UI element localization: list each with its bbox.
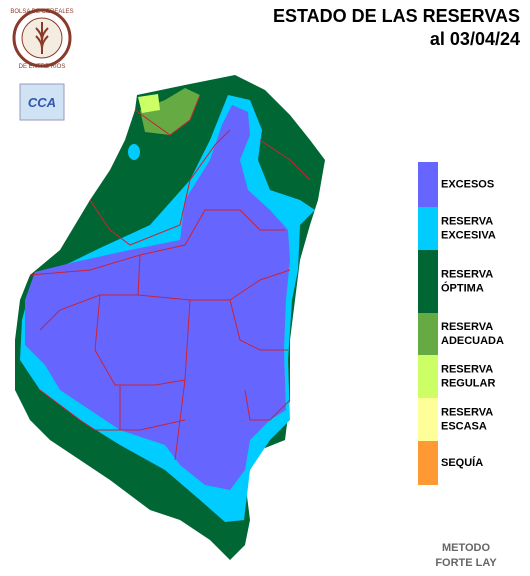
legend-label: RESERVA (441, 406, 493, 418)
badge-text: CCA (28, 95, 56, 110)
legend-label: REGULAR (441, 377, 495, 389)
legend-swatch (418, 398, 438, 441)
legend-label: EXCESOS (441, 178, 494, 190)
legend-label: RESERVA (441, 321, 493, 333)
legend: EXCESOSRESERVAEXCESIVARESERVAÓPTIMARESER… (418, 162, 504, 485)
logo-bottom: DE ENTRE RIOS (19, 64, 66, 70)
footer-line2: FORTE LAY (435, 557, 497, 569)
logo-top: BOLSA DE CEREALES (10, 9, 73, 15)
badge: CCA (19, 83, 65, 121)
legend-label: ADECUADA (441, 335, 504, 347)
legend-label: RESERVA (441, 363, 493, 375)
legend-label: RESERVA (441, 215, 493, 227)
legend-swatch (418, 250, 438, 313)
legend-label: ESCASA (441, 420, 487, 432)
legend-swatch (418, 162, 438, 207)
footer-line1: METODO (442, 542, 491, 554)
legend-label: EXCESIVA (441, 229, 496, 241)
legend-label: SEQUÍA (441, 456, 483, 469)
title: ESTADO DE LAS RESERVAS (273, 6, 520, 26)
logo: BOLSA DE CEREALES DE ENTRE RIOS (10, 8, 74, 70)
legend-swatch (418, 207, 438, 250)
legend-swatch (418, 313, 438, 355)
legend-label: RESERVA (441, 268, 493, 280)
map (15, 75, 325, 560)
date: al 03/04/24 (430, 29, 520, 49)
legend-swatch (418, 355, 438, 398)
legend-swatch (418, 441, 438, 485)
legend-label: ÓPTIMA (441, 281, 484, 294)
